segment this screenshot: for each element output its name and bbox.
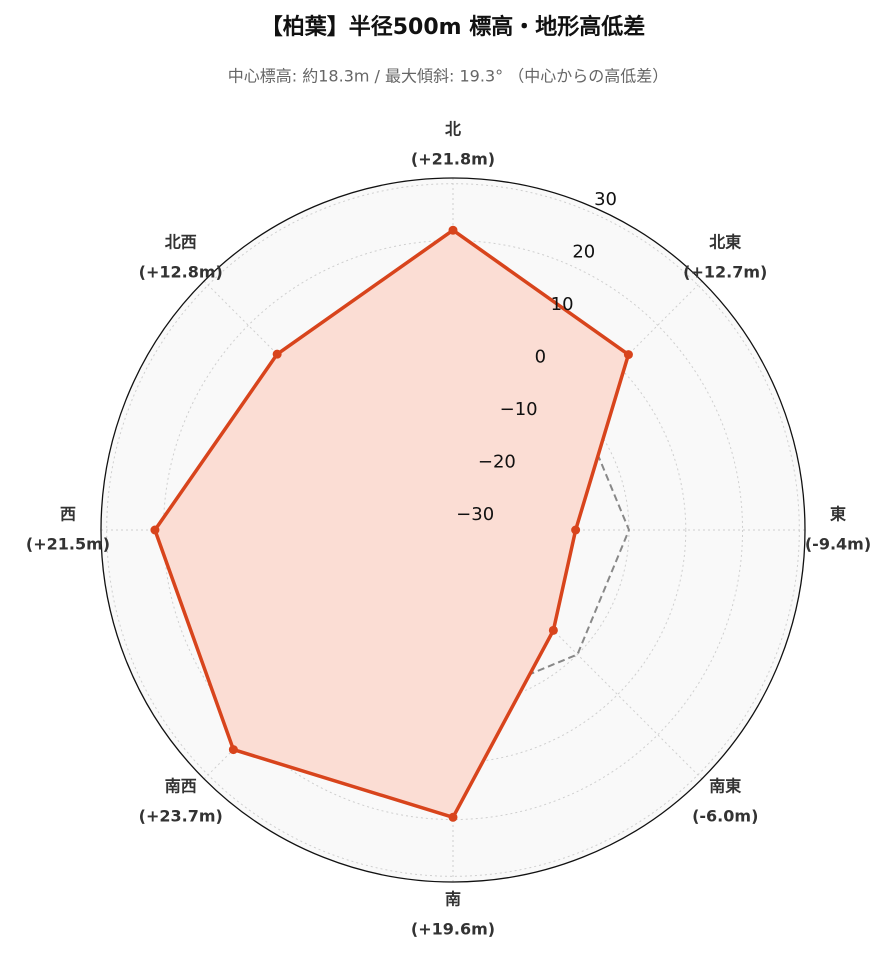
category-label: 西 bbox=[60, 505, 76, 524]
r-tick-label: −20 bbox=[478, 451, 516, 472]
value-label: (-6.0m) bbox=[692, 807, 758, 826]
data-point bbox=[228, 745, 238, 755]
value-label: (+21.5m) bbox=[26, 535, 110, 554]
data-point bbox=[571, 525, 581, 535]
data-point bbox=[272, 349, 282, 359]
data-point bbox=[448, 225, 458, 235]
category-label: 東 bbox=[830, 505, 846, 524]
category-label: 南西 bbox=[165, 777, 197, 796]
data-point bbox=[448, 812, 458, 822]
value-label: (-9.4m) bbox=[805, 535, 871, 554]
r-tick-label: 30 bbox=[594, 189, 617, 210]
value-label: (+23.7m) bbox=[139, 807, 223, 826]
category-label: 北東 bbox=[709, 232, 741, 251]
r-tick-label: −30 bbox=[456, 504, 494, 525]
category-label: 北 bbox=[445, 120, 461, 139]
r-tick-label: 10 bbox=[551, 294, 574, 315]
data-point bbox=[623, 350, 633, 360]
r-tick-label: 0 bbox=[535, 346, 546, 367]
r-tick-label: −10 bbox=[500, 399, 538, 420]
value-label: (+12.8m) bbox=[139, 262, 223, 281]
chart-subtitle: 中心標高: 約18.3m / 最大傾斜: 19.3° （中心からの高低差） bbox=[228, 67, 668, 86]
category-label: 南 bbox=[445, 890, 461, 909]
data-point bbox=[548, 625, 558, 635]
category-label: 南東 bbox=[709, 777, 741, 796]
spoke bbox=[452, 529, 703, 780]
r-tick-label: 20 bbox=[572, 241, 595, 262]
chart-title: 【柏葉】半径500m 標高・地形高低差 bbox=[261, 14, 646, 40]
value-label: (+21.8m) bbox=[411, 150, 495, 169]
plot-border bbox=[100, 177, 806, 883]
value-label: (+19.6m) bbox=[411, 920, 495, 939]
series-area bbox=[154, 230, 629, 818]
value-label: (+12.7m) bbox=[683, 262, 767, 281]
grid-circle bbox=[162, 239, 744, 821]
category-label: 北西 bbox=[165, 232, 197, 251]
data-point bbox=[150, 525, 160, 535]
